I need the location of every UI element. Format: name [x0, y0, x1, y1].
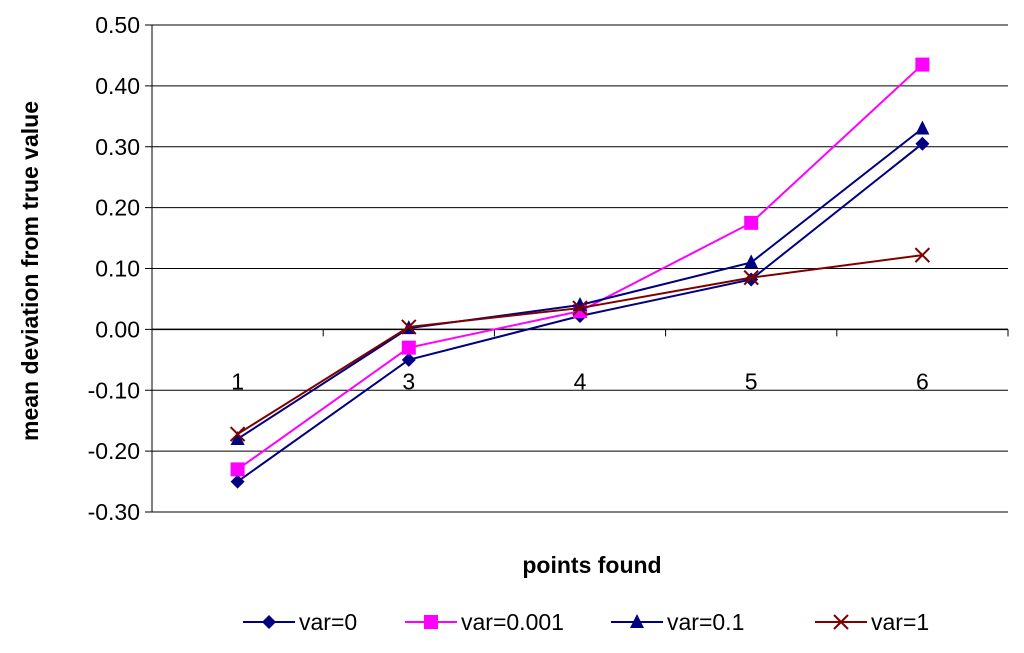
data-point — [915, 120, 930, 135]
series-3 — [230, 120, 930, 445]
legend-item: var=0 — [243, 609, 357, 635]
y-tick-label: -0.10 — [88, 377, 140, 403]
y-tick-label: -0.30 — [88, 499, 140, 525]
marker-stroke — [743, 269, 759, 286]
y-tick-label: 0.40 — [95, 73, 140, 99]
legend-item: var=0.1 — [611, 609, 744, 635]
legend: var=0 var=0.001 var=0.1 var=1 — [243, 609, 929, 635]
y-tick-label: 0.30 — [95, 134, 140, 160]
data-point — [915, 136, 930, 151]
legend-item: var=0.001 — [405, 609, 564, 635]
x-tick-label: 4 — [574, 368, 587, 394]
marker-stroke — [914, 247, 931, 263]
data-point — [230, 462, 245, 477]
data-point — [915, 57, 930, 72]
marker-stroke — [833, 614, 849, 630]
data-point — [572, 300, 588, 316]
x-tick-label: 6 — [916, 368, 929, 394]
marker-stroke — [401, 319, 417, 335]
x-tick-label: 3 — [402, 368, 415, 394]
data-point — [744, 254, 759, 269]
y-axis-title: mean deviation from true value — [17, 101, 43, 441]
legend-item: var=1 — [815, 609, 929, 635]
marker-stroke — [229, 426, 246, 442]
y-tick-label: 0.50 — [95, 12, 140, 38]
series-group — [229, 57, 931, 489]
legend-marker — [630, 614, 644, 628]
legend-label: var=0 — [299, 609, 357, 635]
y-tick-label: 0.10 — [95, 256, 140, 282]
x-axis-title: points found — [522, 552, 661, 578]
data-point — [744, 215, 759, 230]
legend-label: var=0.1 — [667, 609, 744, 635]
legend-marker — [424, 615, 438, 629]
data-point — [743, 269, 759, 286]
legend-marker — [262, 615, 276, 629]
data-point — [229, 426, 246, 442]
data-point — [401, 319, 417, 335]
x-axis: 1 3 4 5 6 — [151, 328, 1009, 394]
data-point — [401, 340, 416, 355]
legend-marker — [833, 614, 849, 630]
marker-stroke — [572, 300, 588, 316]
series-4 — [229, 247, 931, 442]
x-tick-label: 1 — [231, 368, 244, 394]
series-line — [237, 254, 923, 435]
y-tick-label: 0.20 — [95, 195, 140, 221]
data-point — [914, 247, 931, 263]
data-point — [401, 352, 416, 367]
data-point — [230, 474, 245, 489]
data-point — [230, 430, 245, 445]
data-point — [744, 272, 759, 287]
y-tick-label: 0.00 — [95, 316, 140, 342]
y-axis-ticks: 0.50 0.40 0.30 0.20 0.10 0.00 -0.10 -0.20 -0.30 — [88, 12, 153, 525]
x-tick-label: 5 — [745, 368, 758, 394]
y-tick-label: -0.20 — [88, 438, 140, 464]
legend-label: var=1 — [871, 609, 929, 635]
series-2 — [230, 57, 930, 477]
legend-label: var=0.001 — [461, 609, 564, 635]
